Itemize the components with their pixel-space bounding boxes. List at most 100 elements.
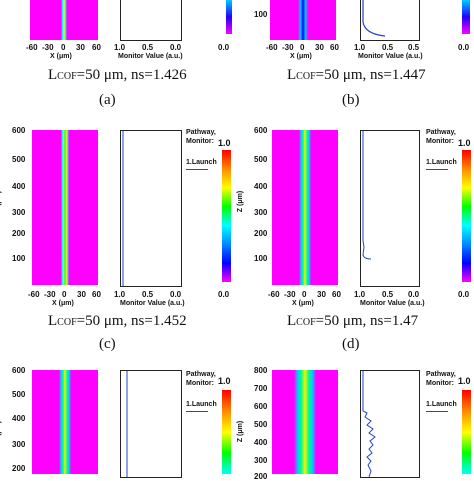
z-tick: 200: [12, 229, 26, 238]
x-tick: 60: [92, 290, 101, 299]
colorbar-c: [222, 150, 231, 282]
monitor-plot-b: [360, 0, 420, 41]
colorbar-e: [222, 390, 231, 474]
z-tick: 300: [254, 208, 268, 217]
monitor-tick: 0.0: [170, 290, 182, 299]
monitor-tick: 0.0: [170, 43, 182, 52]
monitor-plot-a: [120, 0, 182, 41]
label-b: (b): [342, 92, 360, 108]
x-axis-label: X (μm): [50, 53, 72, 60]
field-map-a: [30, 0, 98, 40]
colorbar-max: 1.0: [218, 376, 231, 386]
field-map-b: [270, 0, 336, 40]
field-map-d: [272, 130, 338, 285]
x-tick: -30: [44, 290, 56, 299]
label-a: (a): [99, 92, 116, 108]
monitor-plot-c: [120, 130, 182, 287]
x-tick: 0: [300, 43, 305, 52]
caption-c: LCOF=50 μm, ns=1.452: [48, 313, 187, 329]
z-tick: 400: [12, 182, 26, 191]
z-tick: 600: [12, 126, 26, 135]
field-map-c: [32, 130, 98, 285]
x-axis-label: X (μm): [292, 300, 314, 307]
legend-f: Pathway, Monitor: 1.Launch: [426, 370, 457, 412]
monitor-trace-c: [122, 131, 124, 286]
monitor-axis-label: Monitor Value (a.u.): [120, 300, 185, 307]
monitor-tick: 0.5: [142, 290, 154, 299]
z-tick: 600: [12, 366, 26, 375]
colorbar-min: 0.0: [458, 43, 470, 52]
z-axis-label: Z (μm): [0, 190, 3, 212]
z-tick: 500: [254, 420, 268, 429]
monitor-axis-label: Monitor Value (a.u.): [358, 53, 423, 60]
monitor-tick: 0.5: [142, 43, 154, 52]
label-d: (d): [342, 336, 360, 352]
x-tick: 0: [302, 290, 307, 299]
z-tick: 500: [254, 155, 268, 164]
x-tick: 30: [76, 43, 85, 52]
x-tick: -30: [282, 43, 294, 52]
colorbar-b: [462, 0, 470, 34]
monitor-tick: 0.5: [408, 43, 420, 52]
monitor-plot-f: [360, 370, 420, 478]
x-tick: 30: [317, 290, 326, 299]
z-tick: 200: [254, 229, 268, 238]
x-tick: 60: [332, 290, 341, 299]
z-tick: 200: [12, 464, 26, 473]
x-tick: 0: [62, 290, 67, 299]
colorbar-d: [462, 150, 471, 282]
monitor-trace-e: [126, 371, 128, 477]
monitor-plot-d: [360, 130, 420, 287]
z-tick: 100: [254, 10, 268, 19]
monitor-axis-label: Monitor Value (a.u.): [118, 53, 183, 60]
z-tick: 300: [12, 208, 26, 217]
colorbar-max: 1.0: [218, 138, 231, 148]
field-map-e: [32, 370, 98, 474]
monitor-plot-e: [120, 370, 182, 478]
monitor-tick: 0.5: [382, 43, 394, 52]
colorbar-max: 1.0: [458, 138, 471, 148]
z-tick: 300: [254, 456, 268, 465]
z-tick: 600: [254, 126, 268, 135]
x-tick: 60: [330, 43, 339, 52]
label-c: (c): [99, 336, 116, 352]
monitor-axis-label: Monitor Value (a.u.): [360, 300, 425, 307]
field-map-f: [272, 370, 338, 474]
x-axis-label: X (μm): [290, 53, 312, 60]
z-axis-label: Z (μm): [237, 190, 245, 213]
monitor-trace-b: [362, 0, 386, 37]
legend-e: Pathway, Monitor: 1.Launch: [186, 370, 217, 412]
z-tick: 300: [12, 440, 26, 449]
colorbar-a: [226, 0, 232, 34]
z-tick: 600: [254, 402, 268, 411]
z-tick: 800: [254, 366, 268, 375]
x-axis-label: X (μm): [52, 300, 74, 307]
x-tick: -60: [268, 290, 280, 299]
z-tick: 700: [254, 384, 268, 393]
x-tick: -30: [42, 43, 54, 52]
x-tick: 0: [61, 43, 66, 52]
colorbar-f: [462, 390, 471, 474]
monitor-tick: 0.5: [382, 290, 394, 299]
z-axis-label: Z (μm): [237, 420, 245, 443]
caption-d: LCOF=50 μm, ns=1.47: [287, 313, 419, 329]
colorbar-min: 0.0: [218, 43, 230, 52]
caption-a: LCOF=50 μm, ns=1.426: [48, 67, 187, 83]
monitor-tick: 1.0: [114, 290, 126, 299]
z-tick: 400: [12, 414, 26, 423]
legend-d: Pathway, Monitor: 1.Launch: [426, 128, 457, 170]
z-tick: 400: [254, 182, 268, 191]
x-tick: 30: [77, 290, 86, 299]
caption-b: LCOF=50 μm, ns=1.447: [287, 67, 426, 83]
z-axis-label: Z (μm): [0, 420, 3, 442]
legend-c: Pathway, Monitor: 1.Launch: [186, 128, 217, 170]
x-tick: -30: [284, 290, 296, 299]
z-tick: 500: [12, 155, 26, 164]
monitor-trace-f: [362, 371, 376, 477]
x-tick: 30: [315, 43, 324, 52]
monitor-tick: 1.0: [354, 43, 366, 52]
x-tick: 60: [92, 43, 101, 52]
z-tick: 200: [254, 472, 268, 481]
monitor-tick: 1.0: [114, 43, 126, 52]
x-tick: -60: [266, 43, 278, 52]
